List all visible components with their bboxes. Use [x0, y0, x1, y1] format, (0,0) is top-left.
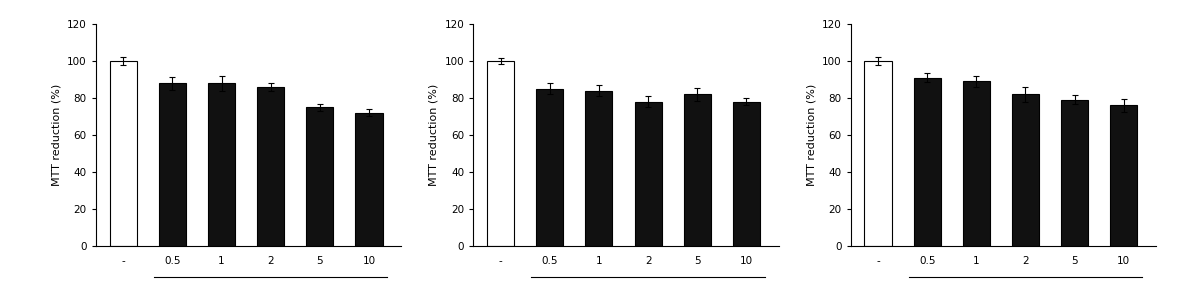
Bar	[1061, 100, 1088, 246]
Bar	[1111, 105, 1137, 246]
Y-axis label: MTT reduction (%): MTT reduction (%)	[806, 84, 816, 186]
Y-axis label: MTT reduction (%): MTT reduction (%)	[429, 84, 438, 186]
Bar	[635, 102, 661, 246]
Bar	[963, 81, 990, 246]
Bar	[1012, 94, 1039, 246]
Bar	[586, 91, 612, 246]
Bar	[159, 83, 186, 246]
Y-axis label: MTT reduction (%): MTT reduction (%)	[52, 84, 61, 186]
Bar	[258, 87, 284, 246]
Bar	[865, 61, 891, 246]
Bar	[684, 94, 710, 246]
Bar	[537, 89, 563, 246]
Bar	[307, 107, 333, 246]
Bar	[914, 78, 940, 246]
Bar	[733, 102, 760, 246]
Bar	[208, 83, 235, 246]
Bar	[110, 61, 137, 246]
Bar	[356, 113, 382, 246]
Bar	[488, 61, 514, 246]
